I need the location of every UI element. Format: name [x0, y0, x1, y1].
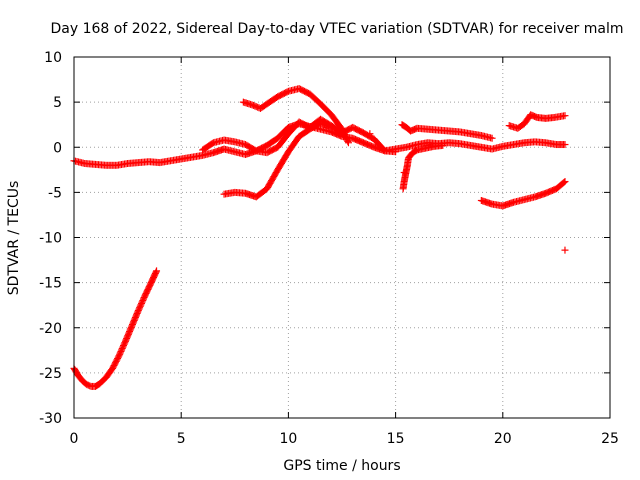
- y-tick-label: -30: [39, 411, 62, 427]
- data-point: [561, 112, 569, 120]
- data-point: [263, 94, 280, 108]
- x-tick-label: 15: [387, 431, 405, 447]
- x-axis-label: GPS time / hours: [283, 458, 400, 474]
- data-point: [134, 294, 148, 315]
- series-arc-right-drop: [399, 141, 447, 193]
- x-tick-label: 5: [177, 431, 186, 447]
- data-point: [477, 132, 495, 142]
- data-point: [366, 130, 374, 138]
- data-series: [70, 85, 569, 390]
- data-point: [327, 123, 335, 131]
- data-point: [400, 169, 408, 177]
- y-tick-label: 0: [53, 140, 62, 156]
- data-point: [96, 374, 109, 388]
- data-point: [370, 135, 388, 154]
- data-point: [561, 246, 569, 254]
- data-point: [317, 100, 334, 118]
- y-tick-label: -10: [39, 231, 62, 247]
- data-point: [349, 123, 366, 136]
- data-point: [177, 153, 194, 163]
- data-point: [153, 267, 161, 275]
- data-point: [338, 125, 352, 145]
- data-point: [531, 190, 548, 201]
- data-point: [220, 145, 237, 155]
- y-tick-label: 5: [53, 95, 62, 111]
- data-point: [552, 178, 568, 193]
- data-point: [488, 134, 496, 142]
- data-point: [561, 178, 569, 186]
- data-point: [392, 148, 400, 156]
- plot-frame: [73, 56, 611, 419]
- data-point: [306, 120, 323, 133]
- data-point: [439, 141, 447, 149]
- data-point: [284, 134, 302, 156]
- series-arc-low-rise: [70, 267, 161, 390]
- x-tick-label: 20: [494, 431, 512, 447]
- series-arc-late-upper: [505, 111, 569, 132]
- data-point: [295, 126, 313, 140]
- data-point: [231, 138, 248, 148]
- data-point: [344, 139, 352, 147]
- data-point: [510, 196, 527, 206]
- data-point: [359, 139, 377, 151]
- data-point: [209, 136, 227, 147]
- data-point: [231, 148, 248, 158]
- series-arc-mid-rise: [220, 119, 335, 201]
- data-point: [561, 141, 569, 149]
- data-point: [248, 101, 263, 112]
- data-point: [295, 85, 312, 97]
- data-point: [445, 127, 462, 136]
- series-isolated-points: [366, 130, 569, 254]
- data-point: [242, 141, 259, 154]
- y-tick-label: 10: [44, 50, 62, 66]
- data-point: [220, 136, 237, 146]
- grid-lines: [74, 57, 610, 418]
- data-point: [542, 139, 559, 148]
- chart-title: Day 168 of 2022, Sidereal Day-to-day VTE…: [51, 21, 624, 37]
- y-axis-label: SDTVAR / TECUs: [6, 181, 22, 296]
- data-point: [327, 111, 345, 132]
- data-point: [102, 161, 119, 169]
- x-tick-label: 10: [279, 431, 297, 447]
- data-point: [209, 146, 227, 157]
- x-tick-label: 25: [601, 431, 619, 447]
- x-tick-label: 0: [70, 431, 79, 447]
- data-point: [520, 138, 537, 147]
- y-tick-label: -15: [39, 276, 62, 292]
- data-point: [263, 167, 281, 193]
- data-point: [199, 149, 216, 159]
- series-arc-late-lower: [477, 178, 569, 210]
- data-point: [488, 143, 505, 153]
- data-point: [121, 323, 135, 345]
- series-arc-high-hump: [239, 85, 352, 147]
- data-point: [274, 149, 292, 174]
- series-arc-right-upper: [398, 121, 496, 142]
- y-tick-label: -20: [39, 321, 62, 337]
- y-tick-label: -5: [48, 185, 62, 201]
- data-point: [456, 140, 473, 149]
- data-point: [274, 131, 291, 151]
- y-tick-label: -25: [39, 366, 62, 382]
- data-point: [166, 155, 184, 165]
